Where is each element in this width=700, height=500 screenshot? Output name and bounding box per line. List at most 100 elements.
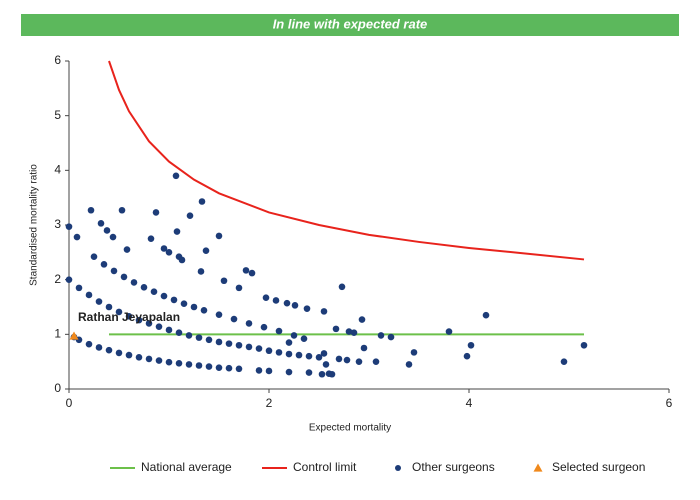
point [65,276,73,283]
point [85,340,93,348]
point [202,247,210,254]
legend-label: National average [141,460,232,474]
point [275,349,283,356]
y-tick-label: 3 [54,217,61,231]
point [105,346,113,354]
legend-label: Other surgeons [412,460,495,474]
point [275,327,283,335]
y-tick-label: 0 [54,381,61,395]
point [320,350,328,357]
point [175,329,183,336]
point [110,267,118,275]
point [105,303,113,311]
point [265,347,273,355]
point [205,363,213,370]
point [387,333,395,341]
point [463,352,471,360]
point [285,339,293,346]
point [260,323,268,331]
point [560,358,568,365]
point [225,364,233,372]
y-tick-label: 2 [54,272,61,286]
point [262,294,270,302]
point [255,367,263,374]
point [580,341,588,349]
point [175,360,183,367]
x-tick-label: 4 [466,396,473,410]
point [322,361,330,368]
point [115,349,123,357]
annotation: Rathan Jeyapalan [78,310,180,324]
point [135,316,143,324]
point [303,305,311,312]
point [186,212,194,220]
point [248,269,256,277]
x-tick-label: 2 [266,396,273,410]
point [377,332,385,339]
point [115,308,123,316]
point [305,369,313,376]
point [97,220,105,227]
point [215,311,223,318]
point [165,249,173,256]
point [220,277,228,285]
point [332,325,340,333]
point [103,227,111,234]
point [305,352,313,360]
point [87,206,95,214]
point [355,358,363,365]
point [150,288,158,295]
y-tick-label: 4 [54,163,61,177]
point [198,198,206,205]
point [65,223,73,230]
legend-swatch [533,463,543,472]
point [90,253,98,261]
point [350,329,358,336]
point [190,303,198,311]
legend-label: Control limit [293,460,357,474]
point [155,323,163,330]
point [285,368,293,376]
point [405,361,413,368]
point [140,284,148,291]
point [95,298,103,305]
point [235,284,243,292]
point [118,206,126,214]
point [345,328,353,335]
point [235,365,243,373]
point [125,312,133,320]
point [145,355,153,363]
point [372,358,380,365]
point [272,297,280,304]
chart-title: In line with expected rate [273,16,428,31]
point [215,232,223,240]
point [147,235,155,242]
legend-label: Selected surgeon [552,460,645,474]
x-tick-label: 6 [666,396,673,410]
point [360,344,368,352]
point [225,340,233,347]
point [135,353,143,361]
point [85,291,93,299]
point [180,300,188,308]
point [290,332,298,339]
point [245,343,253,351]
point [160,292,168,300]
point [410,349,418,356]
point [295,351,303,359]
x-axis-label: Expected mortality [309,423,391,434]
point [242,267,250,274]
selected-point [69,331,79,340]
point [178,256,186,264]
point [172,172,180,180]
point [195,362,203,369]
point [73,233,81,241]
point [165,326,173,334]
y-tick-label: 6 [54,53,61,67]
y-tick-label: 1 [54,327,61,341]
point [318,370,326,378]
point [255,345,263,352]
point [195,334,203,341]
y-axis-label: Standardised mortality ratio [29,164,40,286]
